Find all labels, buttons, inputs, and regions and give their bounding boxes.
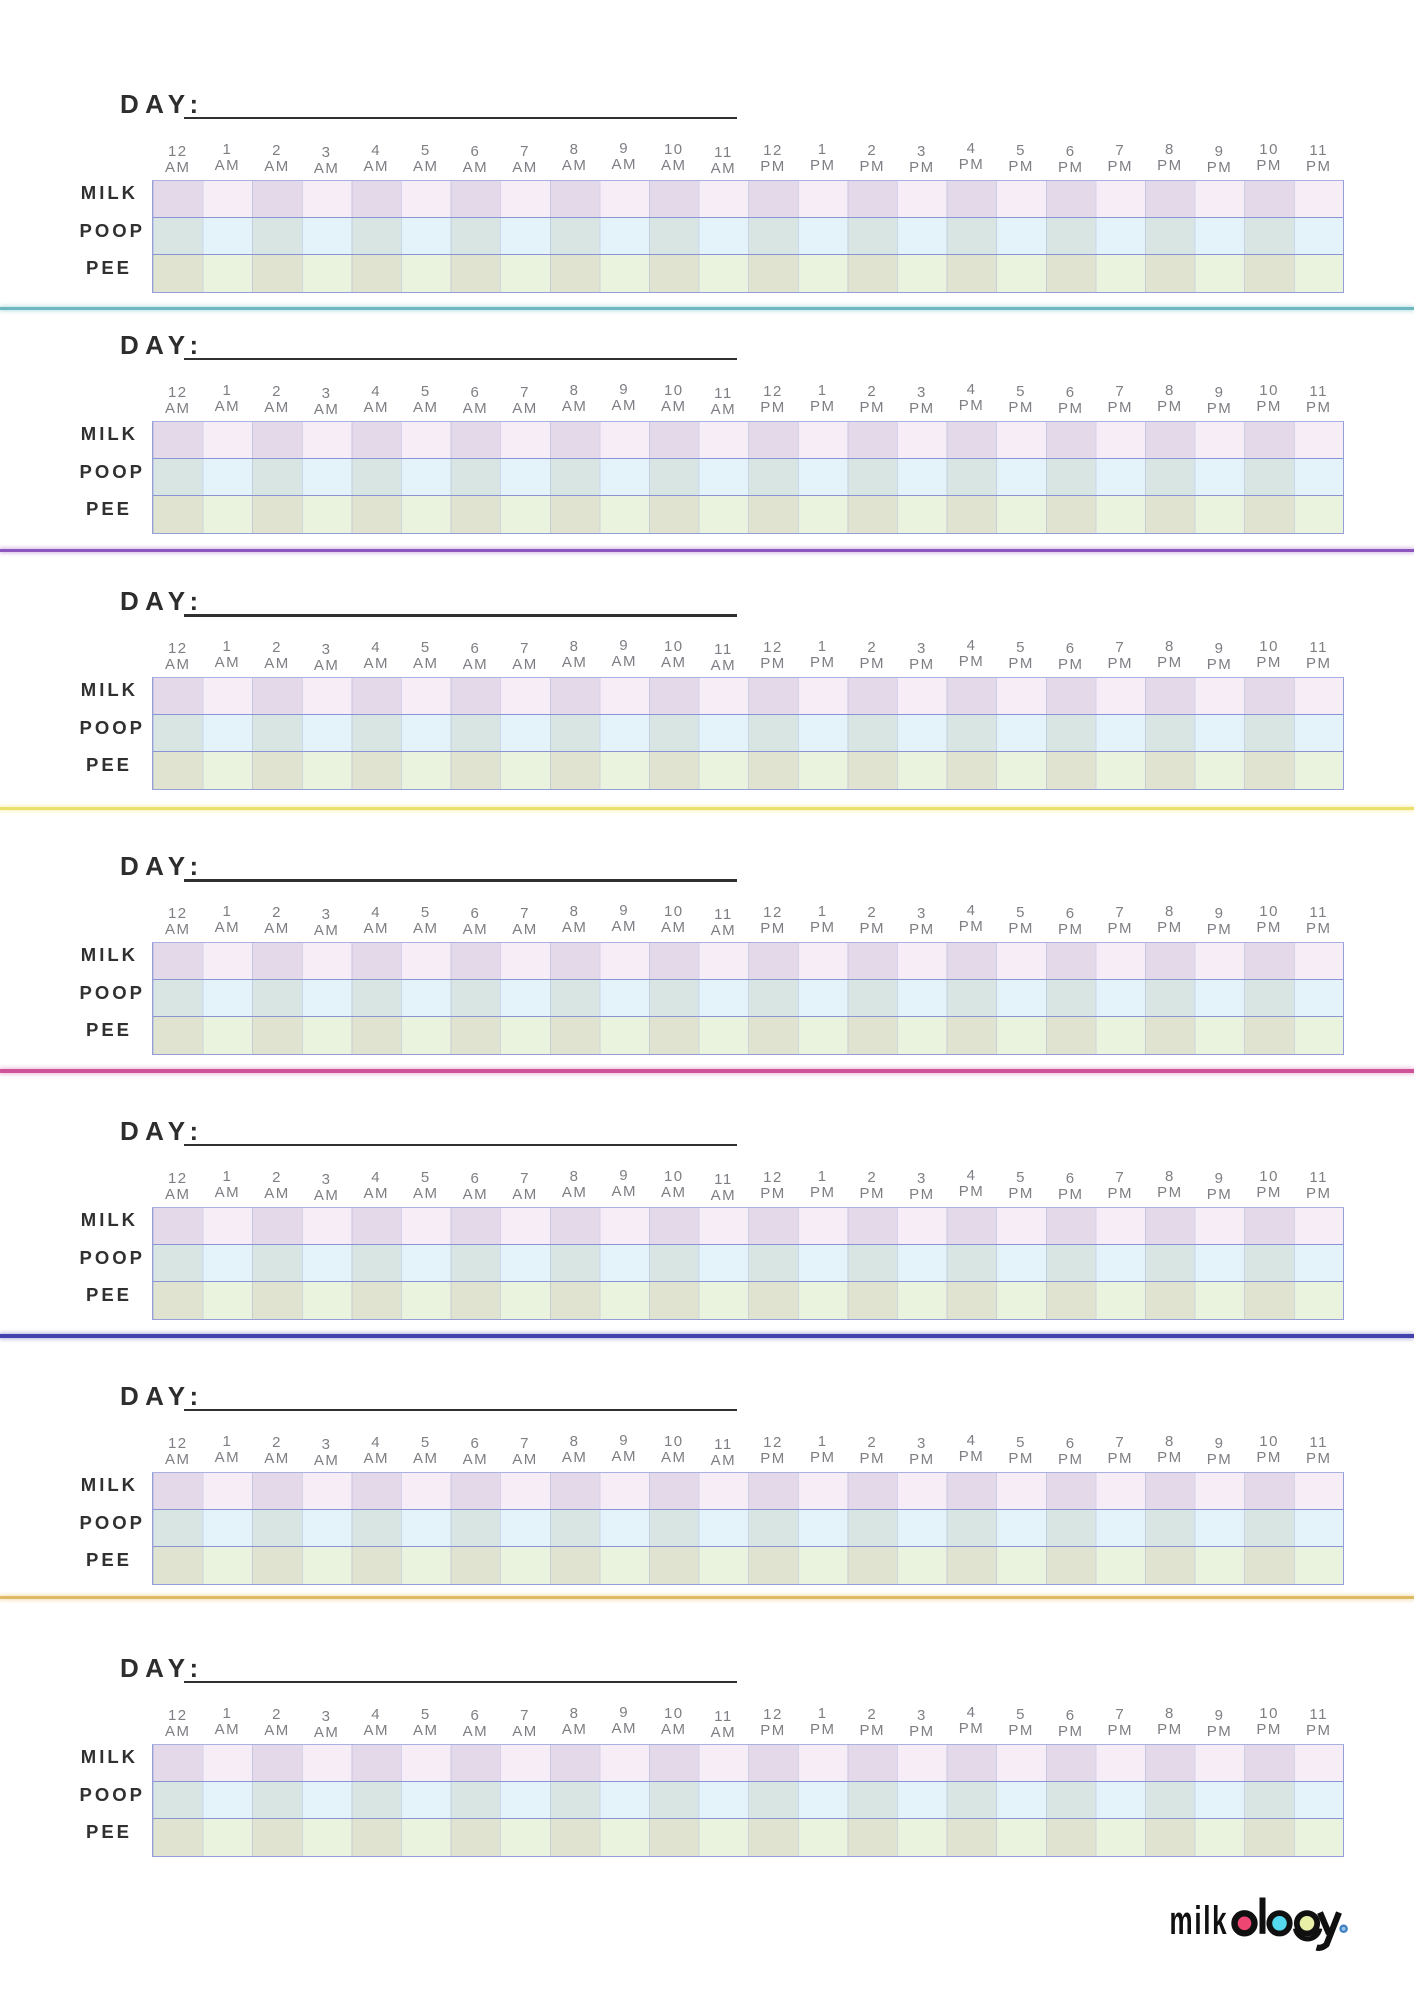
svg-text:milk: milk [1170, 1898, 1229, 1943]
